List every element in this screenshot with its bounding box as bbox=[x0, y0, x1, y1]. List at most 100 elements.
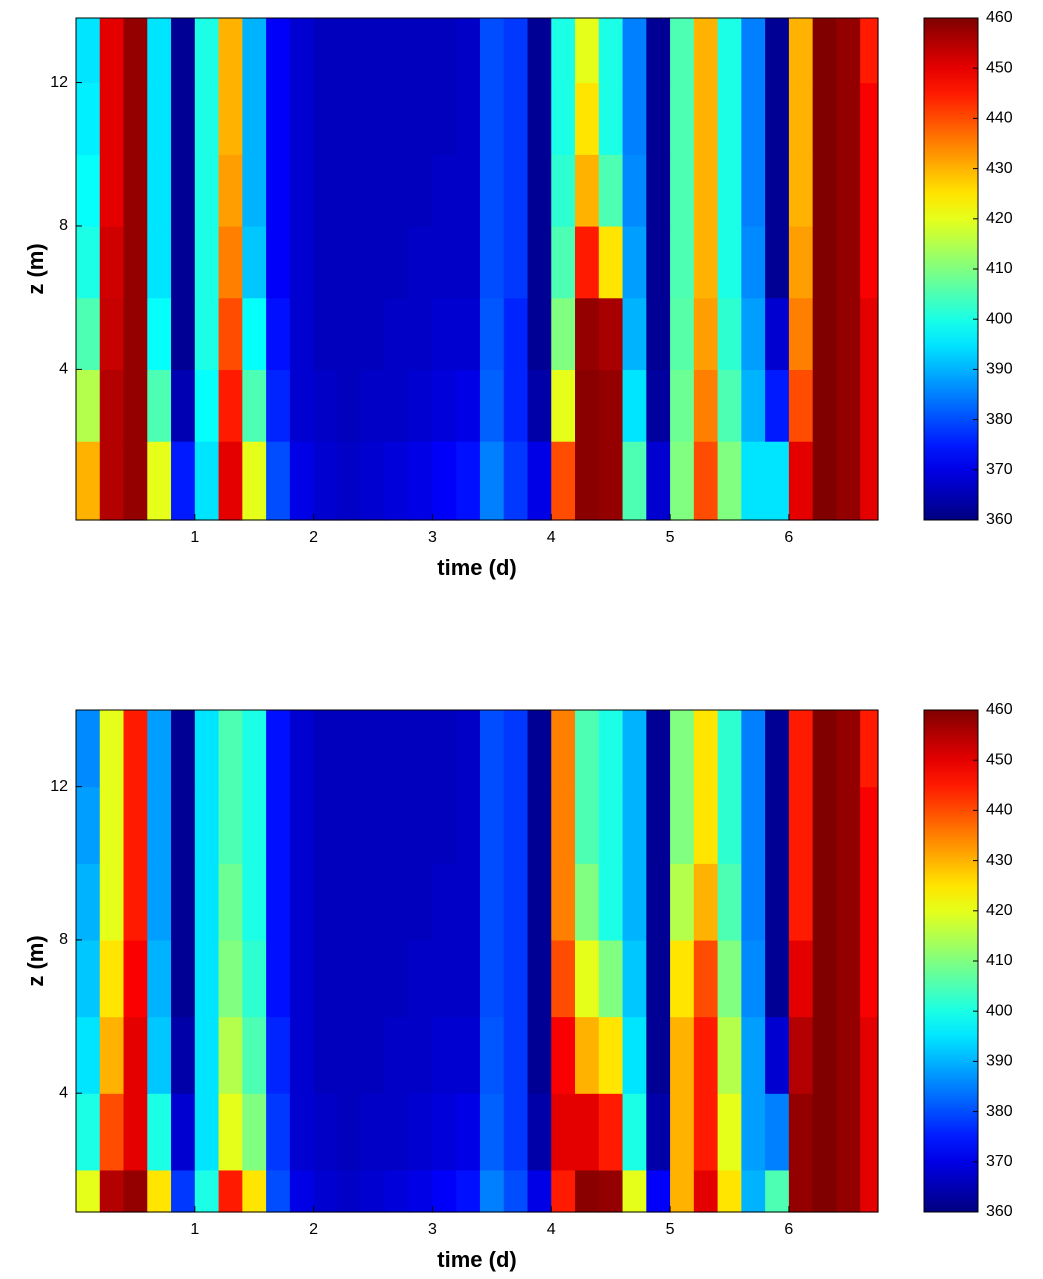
heatmap-cell bbox=[765, 225, 790, 299]
heatmap-cell bbox=[860, 1016, 879, 1094]
heatmap-cell bbox=[860, 225, 879, 299]
heatmap-cell bbox=[479, 225, 505, 299]
heatmap-cell bbox=[551, 863, 576, 941]
heatmap-cell bbox=[836, 710, 861, 788]
heatmap-cell bbox=[384, 1169, 410, 1213]
heatmap-cell bbox=[337, 1093, 362, 1171]
heatmap-cell bbox=[503, 939, 529, 1018]
heatmap-cell bbox=[527, 18, 552, 84]
heatmap-cell bbox=[99, 441, 125, 521]
heatmap-cell bbox=[456, 939, 481, 1018]
x-tick-label: 2 bbox=[309, 529, 318, 546]
heatmap-cell bbox=[123, 225, 148, 299]
heatmap-cell bbox=[313, 441, 338, 521]
heatmap-cell bbox=[432, 82, 457, 155]
heatmap-cell bbox=[551, 225, 576, 299]
heatmap-cell bbox=[266, 863, 291, 941]
heatmap-cell bbox=[479, 18, 505, 84]
heatmap-cell bbox=[717, 369, 742, 442]
heatmap-cell bbox=[741, 225, 766, 299]
heatmap-cell bbox=[551, 369, 576, 442]
heatmap-cell bbox=[479, 1169, 505, 1213]
heatmap-cell bbox=[194, 786, 220, 864]
heatmap-cell bbox=[646, 82, 671, 155]
heatmap-cell bbox=[836, 1093, 861, 1171]
heatmap-cell bbox=[313, 369, 338, 442]
colorbar-tick-label: 390 bbox=[986, 1053, 1013, 1070]
heatmap-cell bbox=[147, 939, 172, 1018]
heatmap-cell bbox=[123, 369, 148, 442]
heatmap-cell bbox=[836, 786, 861, 864]
heatmap-cell bbox=[218, 786, 243, 864]
heatmap-cell bbox=[551, 786, 576, 864]
heatmap-cell bbox=[147, 225, 172, 299]
heatmap-cell bbox=[527, 82, 552, 155]
heatmap-cell bbox=[408, 225, 434, 299]
heatmap-cell bbox=[456, 369, 481, 442]
heatmap-cell bbox=[788, 786, 814, 864]
heatmap-cell bbox=[575, 154, 600, 227]
heatmap-cell bbox=[242, 441, 267, 521]
heatmap-cell bbox=[218, 297, 243, 370]
heatmap-cell bbox=[860, 1169, 879, 1213]
heatmap-cell bbox=[479, 786, 505, 864]
heatmap-cell bbox=[788, 18, 814, 84]
heatmap-cell bbox=[693, 1169, 719, 1213]
heatmap-cell bbox=[171, 863, 196, 941]
heatmap-cell bbox=[76, 710, 101, 788]
colorbar-tick-label: 380 bbox=[986, 411, 1013, 428]
heatmap-cell bbox=[123, 1169, 148, 1213]
heatmap-cell bbox=[289, 297, 315, 370]
heatmap-cell bbox=[646, 18, 671, 84]
heatmap-cell bbox=[575, 82, 600, 155]
heatmap-cell bbox=[812, 154, 838, 227]
heatmap-cell bbox=[598, 710, 624, 788]
heatmap-cell bbox=[503, 1169, 529, 1213]
heatmap-cell bbox=[384, 939, 410, 1018]
heatmap-cell bbox=[622, 369, 647, 442]
heatmap-cell bbox=[289, 18, 315, 84]
heatmap-cell bbox=[337, 297, 362, 370]
heatmap-cell bbox=[171, 939, 196, 1018]
heatmap-cell bbox=[788, 441, 814, 521]
heatmap-cell bbox=[860, 297, 879, 370]
x-axis-label: time (d) bbox=[437, 555, 516, 580]
heatmap-cell bbox=[313, 18, 338, 84]
heatmap-cell bbox=[788, 82, 814, 155]
heatmap-cell bbox=[171, 1016, 196, 1094]
heatmap-cell bbox=[622, 154, 647, 227]
colorbar-tick-label: 410 bbox=[986, 952, 1013, 969]
colorbar-tick-label: 450 bbox=[986, 59, 1013, 76]
heatmap-cell bbox=[289, 939, 315, 1018]
heatmap-cell bbox=[717, 939, 742, 1018]
heatmap-cell bbox=[384, 82, 410, 155]
heatmap-cell bbox=[670, 1093, 695, 1171]
heatmap-cell bbox=[693, 939, 719, 1018]
heatmap-cell bbox=[503, 82, 529, 155]
heatmap-cell bbox=[575, 1016, 600, 1094]
heatmap-cell bbox=[860, 939, 879, 1018]
heatmap-cell bbox=[218, 369, 243, 442]
heatmap-cell bbox=[503, 369, 529, 442]
heatmap-cell bbox=[289, 786, 315, 864]
heatmap-cell bbox=[503, 225, 529, 299]
heatmap-cell bbox=[670, 786, 695, 864]
heatmap-cell bbox=[337, 369, 362, 442]
heatmap-cell bbox=[860, 82, 879, 155]
heatmap-cell bbox=[812, 441, 838, 521]
heatmap-cell bbox=[788, 225, 814, 299]
heatmap-cell bbox=[503, 154, 529, 227]
x-tick-label: 1 bbox=[190, 529, 199, 546]
heatmap-cell bbox=[860, 710, 879, 788]
heatmap-cell bbox=[384, 710, 410, 788]
heatmap-cell bbox=[242, 18, 267, 84]
heatmap-cell bbox=[765, 18, 790, 84]
heatmap-cell bbox=[456, 863, 481, 941]
heatmap-cell bbox=[693, 786, 719, 864]
heatmap-cell bbox=[194, 710, 220, 788]
heatmap-cell bbox=[266, 1093, 291, 1171]
heatmap-cell bbox=[266, 369, 291, 442]
colorbar-tick-label: 380 bbox=[986, 1103, 1013, 1120]
heatmap-cell bbox=[479, 710, 505, 788]
heatmap-cell bbox=[171, 369, 196, 442]
